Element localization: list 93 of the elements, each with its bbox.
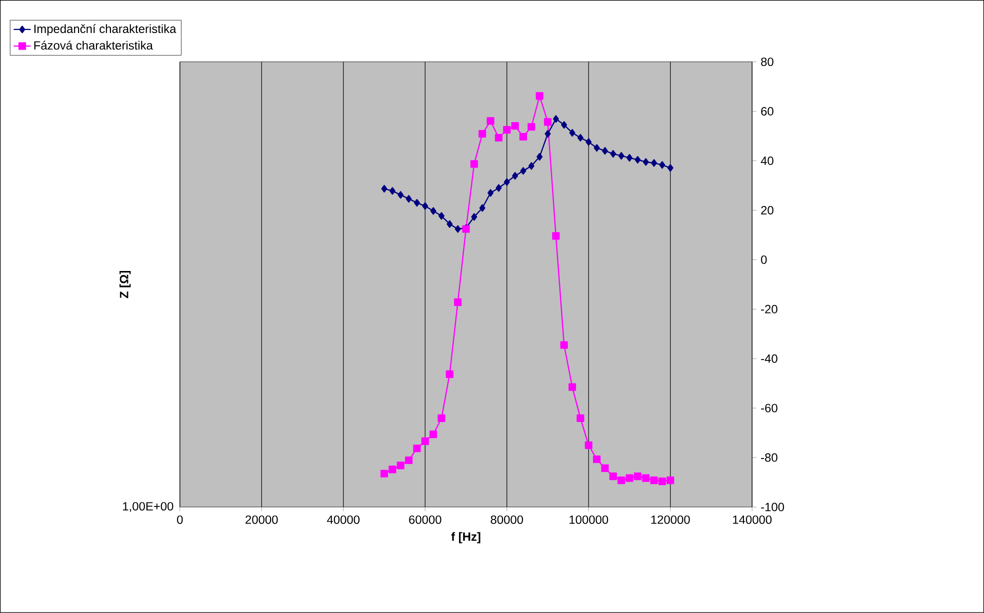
point (544, 118, 552, 126)
point (560, 341, 568, 349)
point (380, 470, 388, 478)
y2-tick-label: 20 (761, 206, 774, 215)
point (634, 156, 641, 164)
point (414, 199, 420, 207)
point (478, 130, 486, 138)
y2-tick-label: 80 (761, 58, 774, 66)
y2-tick-label: -80 (761, 453, 778, 462)
point (576, 414, 584, 422)
point (494, 134, 502, 142)
point (504, 178, 510, 186)
x-tick-label: 100000 (570, 516, 608, 524)
point (422, 202, 428, 210)
x-tick-label: 0 (177, 516, 183, 524)
point (618, 476, 626, 484)
point (438, 414, 446, 422)
point (446, 370, 454, 378)
x-tick-label: 40000 (327, 516, 360, 524)
text: 1,00E+00 (123, 502, 174, 512)
point (430, 430, 438, 438)
point (486, 117, 494, 125)
point (651, 159, 658, 167)
point (658, 478, 666, 486)
point (454, 298, 462, 306)
point (577, 134, 584, 142)
point (584, 441, 592, 450)
point (667, 164, 674, 172)
point (512, 172, 518, 180)
point (388, 466, 396, 474)
point (421, 438, 429, 446)
point (626, 154, 632, 162)
point (659, 161, 666, 169)
point (593, 456, 601, 464)
point (479, 204, 486, 212)
x-tick-label: 120000 (651, 516, 690, 524)
point (528, 123, 536, 131)
point (398, 191, 404, 199)
y2-tick-label: 0 (761, 256, 767, 264)
point (438, 212, 444, 220)
legend-label: Impedanční charakteristika (34, 24, 176, 36)
point (536, 153, 543, 161)
point (568, 383, 576, 391)
point (503, 126, 511, 134)
point (666, 476, 674, 484)
point (413, 444, 421, 452)
point (601, 464, 609, 472)
point (642, 474, 650, 482)
point (404, 456, 413, 464)
point (488, 189, 494, 197)
point (594, 144, 600, 152)
y2-tick-label: 60 (761, 107, 774, 116)
point (642, 158, 649, 166)
legend-label: Fázová charakteristika (34, 40, 153, 50)
x-tick-label: 140000 (733, 516, 772, 524)
point (610, 150, 616, 158)
point (528, 162, 534, 170)
point (536, 92, 544, 100)
y2-tick-label: 40 (760, 156, 774, 166)
y2-tick-label: -60 (761, 404, 778, 412)
point (544, 130, 551, 138)
point (561, 121, 568, 129)
y-axis-title: Z [Ω] (120, 271, 131, 298)
point (586, 138, 592, 146)
point (609, 472, 617, 480)
point (430, 207, 436, 215)
point (470, 160, 478, 168)
point (496, 184, 502, 192)
point (454, 225, 461, 233)
point (519, 133, 528, 141)
x-tick-label: 20000 (246, 516, 278, 524)
point (406, 195, 412, 203)
point (511, 122, 519, 130)
point (381, 184, 388, 193)
point (618, 152, 624, 160)
point (446, 220, 453, 228)
point (634, 472, 642, 480)
y2-tick-label: -40 (761, 354, 778, 363)
point (520, 167, 526, 175)
point (626, 474, 634, 482)
x-axis-title: f [Hz] (451, 532, 480, 544)
point (602, 147, 608, 155)
point (389, 187, 396, 195)
point (569, 129, 576, 137)
point (471, 213, 478, 221)
y2-tick-label: -100 (761, 502, 784, 512)
x-tick-label: 60000 (409, 516, 442, 524)
point (552, 232, 560, 240)
y2-tick-label: -20 (761, 304, 778, 314)
point (552, 115, 559, 123)
point (396, 462, 404, 470)
point (650, 476, 658, 484)
x-tick-label: 80000 (490, 516, 524, 524)
